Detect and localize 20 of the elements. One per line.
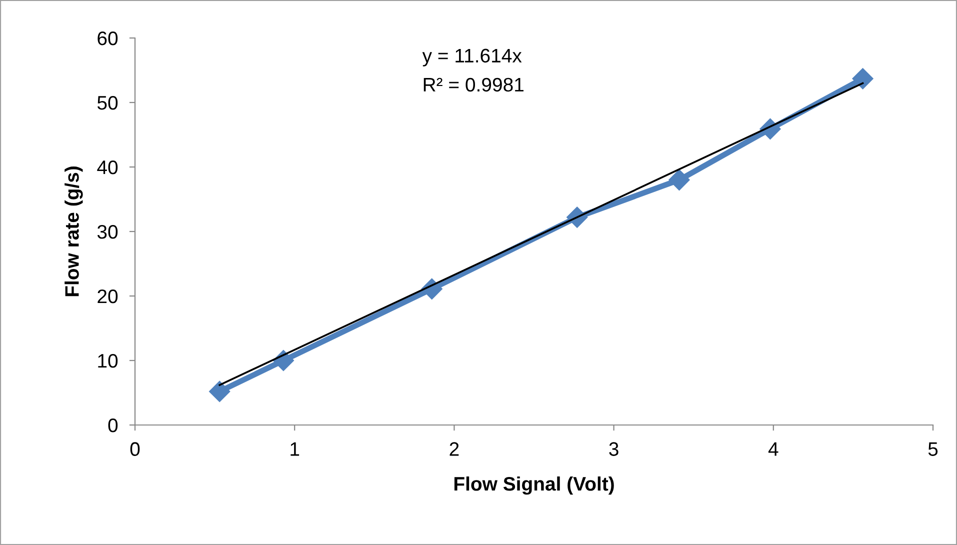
y-tick-label: 60 xyxy=(98,31,118,46)
x-tick-label: 1 xyxy=(290,442,300,456)
x-tick-label: 5 xyxy=(928,442,938,456)
point xyxy=(668,169,690,190)
x-tick-label: 0 xyxy=(130,442,140,456)
y-tick-label: 30 xyxy=(97,224,118,239)
annotation: y = 11.614x xyxy=(422,48,522,66)
y-axis-title: Flow rate (g/s) xyxy=(64,166,83,296)
y-tick-label: 50 xyxy=(97,96,118,110)
x-tick-label: 4 xyxy=(768,442,778,456)
y-tick-label: 0 xyxy=(108,418,118,432)
x-axis-title: Flow Signal (Volt) xyxy=(454,476,614,495)
point xyxy=(209,380,230,402)
x-tick-label: 3 xyxy=(609,442,618,456)
annotation: R² = 0.9981 xyxy=(424,78,524,92)
x-tick-label: 2 xyxy=(450,442,459,456)
y-tick-label: 10 xyxy=(98,354,118,368)
point xyxy=(852,68,874,90)
y-tick-label: 40 xyxy=(97,160,118,174)
y-tick-label: 20 xyxy=(98,289,118,304)
